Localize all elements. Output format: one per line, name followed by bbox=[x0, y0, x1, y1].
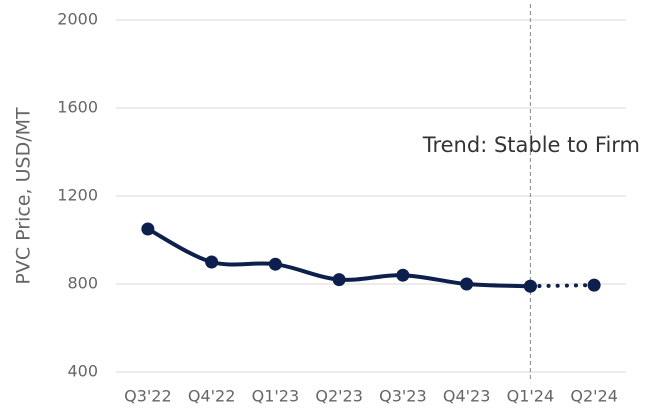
y-tick-label: 400 bbox=[67, 362, 98, 381]
marker bbox=[396, 268, 410, 282]
x-tick-label: Q1'23 bbox=[252, 387, 300, 406]
x-tick-label: Q3'22 bbox=[124, 387, 172, 406]
marker bbox=[268, 257, 282, 271]
y-tick-label: 1600 bbox=[57, 98, 98, 117]
y-tick-label: 2000 bbox=[57, 10, 98, 29]
x-tick-label: Q2'23 bbox=[315, 387, 363, 406]
marker bbox=[587, 278, 601, 292]
marker bbox=[332, 273, 346, 287]
marker bbox=[141, 222, 155, 236]
line bbox=[528, 283, 597, 289]
y-tick-label: 800 bbox=[67, 274, 98, 293]
x-tick-label: Q3'23 bbox=[379, 387, 427, 406]
marker bbox=[205, 255, 219, 269]
x-tick-label: Q4'23 bbox=[443, 387, 491, 406]
y-tick-label: 1200 bbox=[57, 186, 98, 205]
x-tick-label: Q2'24 bbox=[570, 387, 618, 406]
marker bbox=[460, 277, 474, 291]
marker bbox=[523, 279, 537, 293]
x-tick-label: Q1'24 bbox=[507, 387, 555, 406]
y-axis-label: PVC Price, USD/MT bbox=[13, 107, 35, 285]
x-tick-label: Q4'22 bbox=[188, 387, 236, 406]
